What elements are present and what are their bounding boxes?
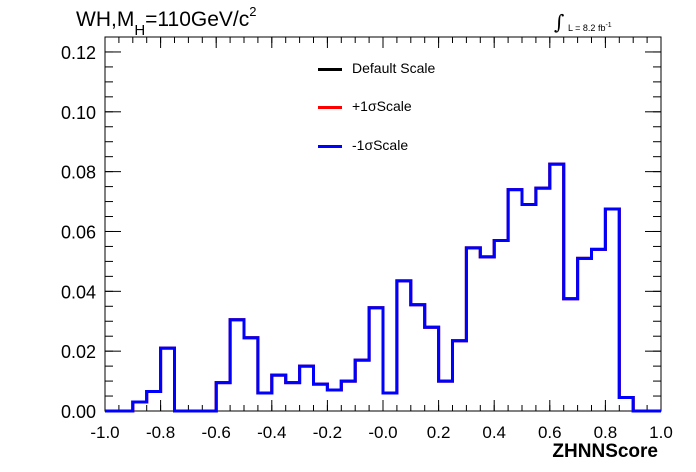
- title-mid: =110GeV/c: [145, 8, 249, 31]
- series-layer: [105, 164, 661, 411]
- x-tick-label: -0.4: [257, 423, 286, 442]
- y-tick-label: 0.10: [61, 103, 96, 123]
- x-tick-label: 0.8: [594, 423, 618, 442]
- x-tick-label: -0.2: [313, 423, 342, 442]
- x-tick-label: 0.2: [427, 423, 451, 442]
- title-prefix: WH,M: [76, 8, 134, 31]
- x-tick-label: -0.8: [146, 423, 175, 442]
- legend-entry-plus1sigma: +1σScale: [318, 98, 412, 116]
- x-tick-label: 0.4: [482, 423, 506, 442]
- luminosity-text: L = 8.2 fb-1: [568, 23, 612, 33]
- legend-label-plus1sigma: +1σScale: [352, 98, 412, 114]
- y-tick-label: 0.12: [61, 43, 96, 63]
- legend-entry-default: Default Scale: [318, 60, 435, 78]
- x-tick-label: 0.6: [538, 423, 562, 442]
- y-tick-label: 0.08: [61, 163, 96, 183]
- histogram-minus1sigma: [105, 164, 661, 411]
- legend-swatch-minus1sigma: [318, 145, 342, 148]
- chart-title: WH,MH=110GeV/c2: [76, 8, 257, 32]
- legend-label-minus1sigma: -1σScale: [352, 137, 408, 153]
- y-tick-label: 0.06: [61, 222, 96, 242]
- integral-symbol: ∫: [554, 10, 564, 34]
- x-tick-label: -1.0: [90, 423, 119, 442]
- x-axis-label: ZHNNScore: [552, 441, 658, 463]
- y-tick-label: 0.04: [61, 282, 96, 302]
- luminosity-value: L = 8.2 fb: [568, 23, 605, 33]
- legend-label-default: Default Scale: [352, 60, 435, 76]
- y-tick-label: 0.00: [61, 402, 96, 422]
- legend-swatch-default: [318, 68, 342, 71]
- title-superscript: 2: [249, 4, 256, 19]
- x-tick-label: -0.6: [202, 423, 231, 442]
- luminosity-exponent: -1: [605, 22, 611, 29]
- x-tick-label: -0.0: [368, 423, 397, 442]
- y-tick-label: 0.02: [61, 342, 96, 362]
- title-subscript: H: [134, 22, 145, 39]
- x-tick-label: 1.0: [649, 423, 673, 442]
- legend-swatch-plus1sigma: [318, 106, 342, 109]
- legend-entry-minus1sigma: -1σScale: [318, 137, 408, 155]
